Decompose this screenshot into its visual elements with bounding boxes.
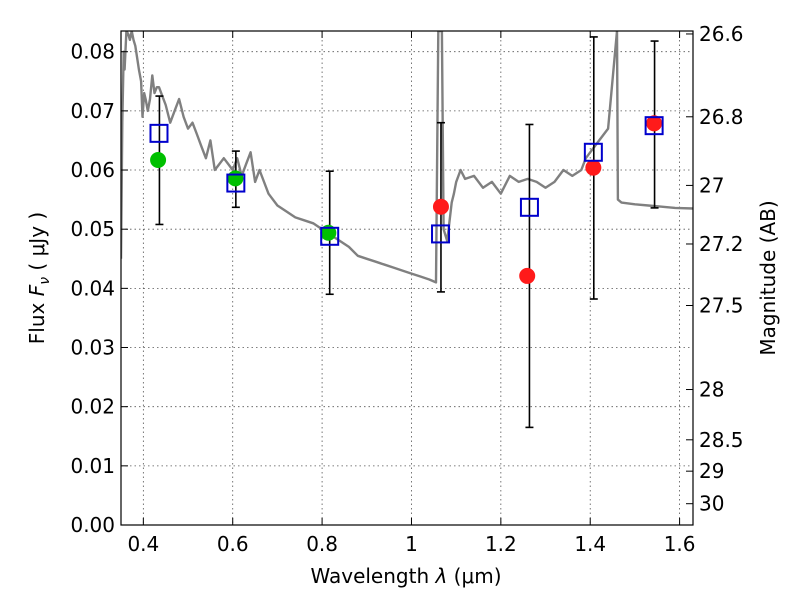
x-tick-label: 1 bbox=[405, 532, 418, 556]
model-photometry-square bbox=[519, 197, 539, 217]
x-axis-label-prefix: Wavelength bbox=[310, 564, 435, 588]
x-tick-label: 0.4 bbox=[127, 532, 159, 556]
y2-tick-label: 26.6 bbox=[699, 22, 744, 46]
y-tick-label: 0.02 bbox=[70, 395, 115, 419]
y2-tick-label: 30 bbox=[699, 492, 724, 516]
y2-tick-label: 27 bbox=[699, 173, 724, 197]
x-tick-label: 0.6 bbox=[217, 532, 249, 556]
y-tick-label: 0.04 bbox=[70, 276, 115, 300]
data-layer bbox=[121, 31, 693, 284]
y2-axis-label: Magnitude (AB) bbox=[756, 200, 780, 355]
observed-red-point bbox=[432, 198, 449, 215]
y-tick-label: 0.01 bbox=[70, 454, 115, 478]
y-axis-label: Flux Fν ( μJy ) bbox=[25, 212, 53, 344]
y2-tick-label: 27.5 bbox=[699, 294, 744, 318]
model-photometry-square bbox=[149, 123, 169, 143]
y-tick-label: 0.05 bbox=[70, 217, 115, 241]
y-axis-label-subscript: ν bbox=[37, 277, 53, 285]
y2-tick-label: 28.5 bbox=[699, 428, 744, 452]
model-photometry-square bbox=[431, 224, 451, 244]
y-tick-label: 0.06 bbox=[70, 158, 115, 182]
x-axis-label: Wavelength λ (μm) bbox=[310, 564, 501, 588]
x-tick-label: 1.2 bbox=[485, 532, 517, 556]
y2-tick-label: 28 bbox=[699, 378, 724, 402]
y-tick-label: 0.07 bbox=[70, 99, 115, 123]
observed-green-point bbox=[150, 151, 167, 168]
x-tick-label: 1.4 bbox=[574, 532, 606, 556]
y-axis-label-unit: ( μJy ) bbox=[25, 212, 49, 277]
observed-green-point bbox=[227, 170, 244, 187]
y-tick-label: 0.00 bbox=[70, 513, 115, 537]
x-axis-label-symbol: λ bbox=[434, 564, 447, 588]
y2-tick-label: 27.2 bbox=[699, 232, 744, 256]
y-tick-label: 0.03 bbox=[70, 336, 115, 360]
plot-background bbox=[121, 31, 693, 525]
y-axis-label-prefix: Flux bbox=[25, 296, 49, 344]
model-photometry-square bbox=[583, 142, 603, 162]
y2-tick-label: 29 bbox=[699, 459, 724, 483]
y-tick-label: 0.08 bbox=[70, 40, 115, 64]
observed-red-point bbox=[519, 267, 536, 284]
observed-red-point bbox=[585, 159, 602, 176]
error-bar-layer bbox=[149, 36, 664, 429]
y2-tick-label: 26.8 bbox=[699, 105, 744, 129]
y-axis-label-symbol: F bbox=[25, 284, 49, 296]
x-tick-label: 1.6 bbox=[664, 532, 696, 556]
model-photometry-square bbox=[320, 226, 340, 246]
plot-frame bbox=[120, 30, 694, 526]
model-photometry-square bbox=[644, 116, 664, 136]
x-tick-label: 0.8 bbox=[306, 532, 338, 556]
model-photometry-square bbox=[226, 173, 246, 193]
axis-ticks: 0.4 0.6 0.8 1 1.2 1.4 1.6 0.00 0.01 0.02 0.03 0.04 0… bbox=[70, 22, 743, 556]
model-spectrum-line bbox=[121, 31, 693, 284]
x-axis-label-unit: (μm) bbox=[447, 564, 501, 588]
